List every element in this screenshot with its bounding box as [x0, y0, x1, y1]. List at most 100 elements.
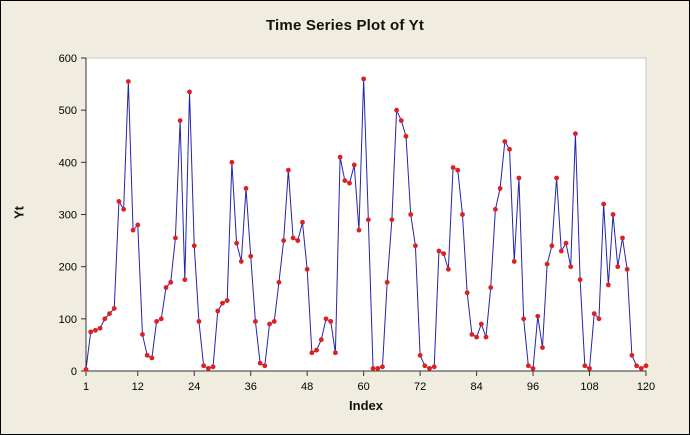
data-point: [234, 240, 239, 246]
x-axis-label: Index: [349, 398, 383, 413]
data-point: [328, 319, 334, 324]
data-point: [441, 251, 447, 257]
chart-title: Time Series Plot of Yt: [265, 17, 425, 34]
data-point: [168, 279, 174, 285]
data-point: [634, 363, 639, 369]
data-point: [215, 308, 221, 314]
data-point: [587, 365, 592, 371]
data-point: [380, 364, 385, 370]
data-point: [493, 206, 498, 212]
data-point: [163, 285, 169, 290]
data-point: [144, 352, 150, 358]
data-point: [257, 360, 263, 366]
data-point: [365, 217, 371, 223]
data-point: [497, 186, 503, 191]
data-point: [601, 201, 607, 207]
data-point: [408, 212, 414, 217]
data-point: [629, 352, 635, 358]
data-point: [281, 238, 287, 243]
y-tick-label: 100: [59, 314, 77, 326]
data-point: [229, 159, 235, 165]
data-point: [333, 350, 338, 356]
data-point: [361, 76, 367, 82]
data-point: [88, 329, 94, 335]
data-point: [201, 363, 207, 369]
data-point: [130, 227, 136, 233]
data-point: [507, 146, 512, 152]
data-point: [455, 167, 461, 173]
data-point: [285, 167, 291, 173]
data-point: [121, 206, 127, 212]
y-tick-label: 300: [59, 210, 77, 222]
data-point: [394, 107, 399, 113]
data-point: [375, 365, 381, 371]
data-point: [469, 332, 475, 337]
data-point: [620, 235, 625, 241]
data-point: [525, 363, 531, 369]
y-tick-label: 200: [59, 262, 77, 274]
data-point: [304, 266, 310, 272]
data-point: [356, 227, 362, 233]
data-point: [554, 175, 559, 181]
x-tick-label: 36: [245, 381, 257, 393]
data-point: [154, 319, 159, 324]
x-tick-label: 60: [358, 381, 370, 393]
data-point: [267, 321, 272, 327]
data-point: [605, 282, 611, 288]
data-point: [210, 364, 216, 370]
data-point: [187, 89, 192, 95]
data-point: [638, 365, 644, 371]
data-point: [483, 334, 489, 340]
data-point: [149, 355, 155, 361]
data-point: [271, 319, 277, 324]
data-point: [384, 279, 390, 285]
data-point: [253, 319, 258, 324]
data-point: [511, 259, 517, 264]
data-point: [478, 321, 484, 327]
x-tick-label: 84: [470, 381, 482, 393]
data-point: [276, 279, 282, 285]
data-point: [125, 79, 131, 84]
y-tick-label: 500: [59, 105, 77, 117]
data-point: [347, 180, 352, 186]
data-point: [573, 131, 578, 137]
data-point: [445, 266, 451, 272]
y-tick-label: 600: [59, 53, 77, 65]
data-point: [351, 162, 357, 168]
data-point: [474, 334, 479, 340]
data-point: [431, 364, 437, 370]
data-point: [530, 365, 536, 371]
data-point: [102, 316, 108, 322]
data-point: [196, 319, 202, 324]
data-point: [300, 219, 305, 225]
data-point: [370, 365, 376, 371]
data-point: [643, 363, 649, 369]
data-point: [596, 316, 602, 322]
data-point: [624, 266, 630, 272]
data-point: [591, 311, 597, 317]
data-point: [521, 316, 527, 322]
data-point: [422, 363, 428, 369]
data-point: [191, 243, 197, 249]
data-point: [337, 154, 343, 160]
data-point: [107, 311, 112, 317]
data-point: [314, 347, 319, 353]
data-point: [173, 235, 178, 241]
data-point: [93, 327, 98, 333]
x-tick-label: 1: [83, 381, 89, 393]
y-tick-label: 400: [59, 157, 77, 169]
data-point: [177, 118, 183, 123]
data-point: [516, 175, 522, 181]
data-point: [243, 186, 249, 191]
data-point: [615, 264, 621, 270]
data-point: [389, 217, 395, 223]
data-point: [610, 212, 616, 217]
x-tick-label: 48: [301, 381, 313, 393]
x-tick-label: 96: [527, 381, 539, 393]
data-point: [135, 222, 141, 228]
data-point: [318, 337, 324, 343]
data-point: [544, 261, 550, 267]
data-point: [535, 313, 541, 319]
data-point: [97, 325, 103, 331]
